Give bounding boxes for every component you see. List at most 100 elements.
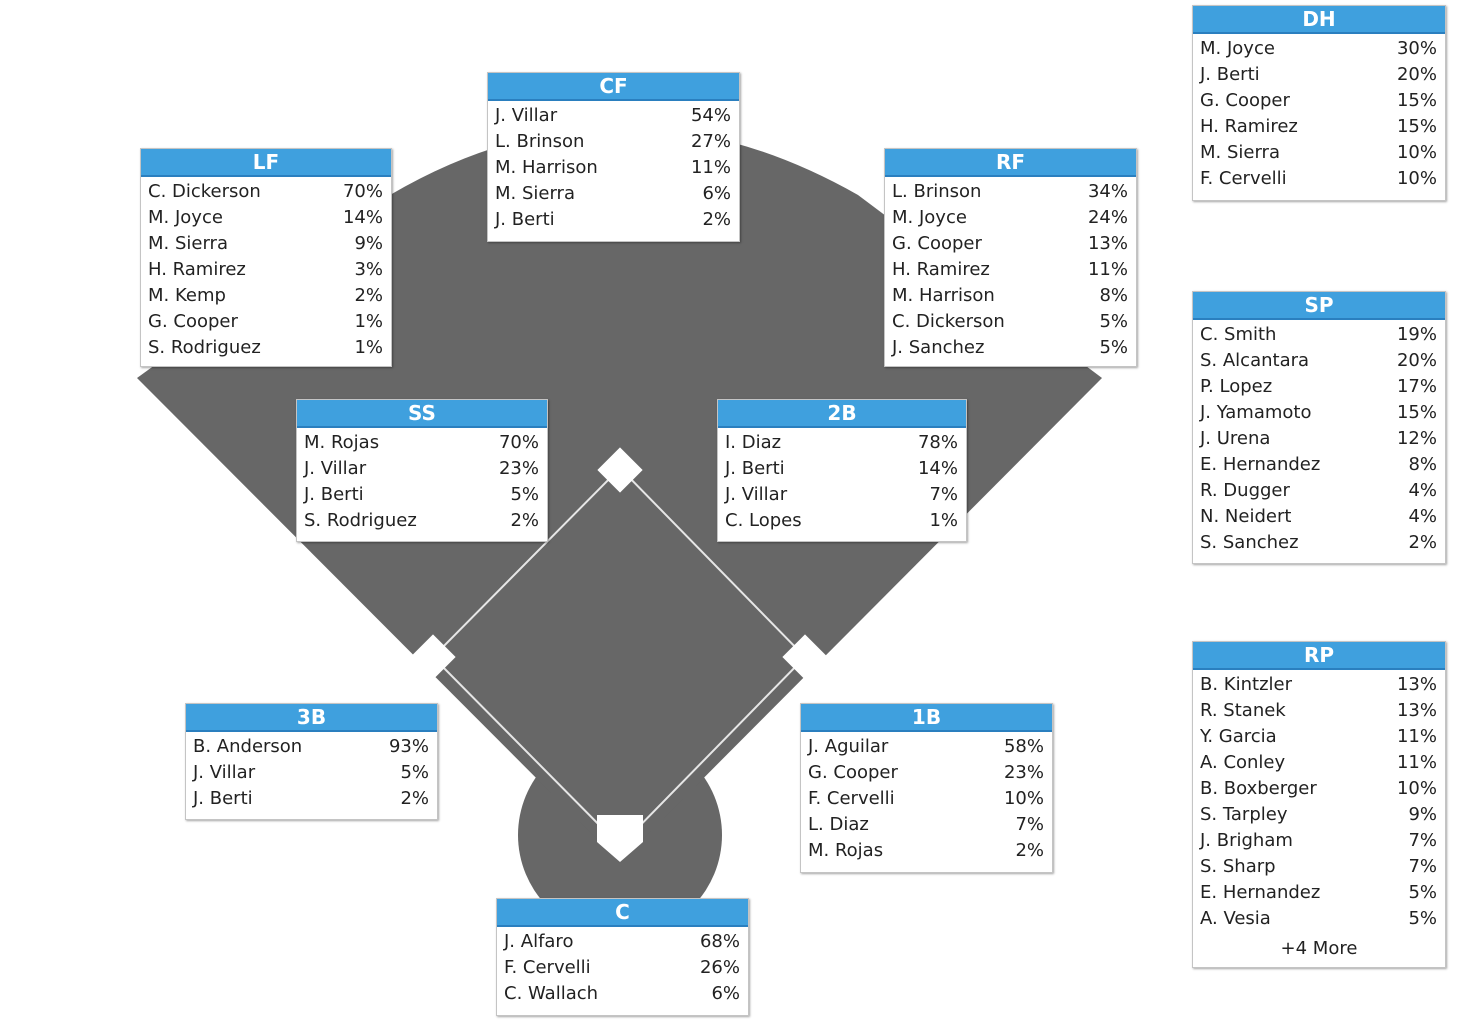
player-row: M. Sierra 9%	[148, 231, 383, 257]
position-title: RF	[885, 149, 1136, 177]
player-percentage: 11%	[1396, 752, 1437, 773]
player-name: F. Cervelli	[808, 788, 895, 809]
player-list: M. Rojas 70% J. Villar 23% J. Berti 5% S. Rodr…	[297, 428, 547, 538]
player-percentage: 13%	[1396, 674, 1437, 695]
player-percentage: 7%	[1015, 814, 1044, 835]
player-name: J. Villar	[725, 484, 788, 505]
player-list: I. Diaz 78% J. Berti 14% J. Villar 7% C. Lopes…	[718, 428, 966, 538]
player-percentage: 27%	[690, 131, 731, 152]
player-percentage: 5%	[1408, 882, 1437, 903]
position-title: LF	[141, 149, 391, 177]
player-name: J. Yamamoto	[1200, 402, 1312, 423]
player-list: C. Smith 19% S. Alcantara 20% P. Lopez 17% J. …	[1193, 320, 1445, 560]
player-name: R. Stanek	[1200, 700, 1286, 721]
player-percentage: 5%	[400, 762, 429, 783]
player-row: M. Sierra 6%	[495, 181, 731, 207]
player-row: Y. Garcia 11%	[1200, 724, 1437, 750]
player-percentage: 4%	[1408, 506, 1437, 527]
player-percentage: 13%	[1396, 700, 1437, 721]
player-row: I. Diaz 78%	[725, 430, 958, 456]
player-percentage: 3%	[354, 259, 383, 280]
player-row: M. Kemp 2%	[148, 283, 383, 309]
player-row: S. Tarpley 9%	[1200, 802, 1437, 828]
player-percentage: 2%	[1408, 532, 1437, 553]
player-row: M. Harrison 8%	[892, 283, 1128, 309]
player-percentage: 11%	[1087, 259, 1128, 280]
player-list: J. Villar 54% L. Brinson 27% M. Harrison 11% M…	[488, 101, 739, 237]
player-name: G. Cooper	[892, 233, 982, 254]
player-percentage: 2%	[510, 510, 539, 531]
player-row: B. Anderson 93%	[193, 734, 429, 760]
player-percentage: 2%	[1015, 840, 1044, 861]
position-title: RP	[1193, 642, 1445, 670]
player-percentage: 23%	[1003, 762, 1044, 783]
position-title: DH	[1193, 6, 1445, 34]
player-list: J. Alfaro 68% F. Cervelli 26% C. Wallach 6%	[497, 927, 748, 1011]
player-name: H. Ramirez	[892, 259, 990, 280]
player-row: J. Villar 5%	[193, 760, 429, 786]
player-row: R. Stanek 13%	[1200, 698, 1437, 724]
player-name: S. Rodriguez	[148, 337, 261, 358]
position-box-rp: RP B. Kintzler 13% R. Stanek 13% Y. Garcia 11…	[1192, 641, 1446, 968]
player-name: J. Berti	[495, 209, 555, 230]
player-name: G. Cooper	[808, 762, 898, 783]
player-row: A. Vesia 5%	[1200, 906, 1437, 932]
player-name: M. Harrison	[495, 157, 598, 178]
player-row: G. Cooper 23%	[808, 760, 1044, 786]
player-row: C. Smith 19%	[1200, 322, 1437, 348]
player-percentage: 8%	[1408, 454, 1437, 475]
player-row: J. Villar 23%	[304, 456, 539, 482]
player-row: J. Alfaro 68%	[504, 929, 740, 955]
player-row: H. Ramirez 3%	[148, 257, 383, 283]
position-title: CF	[488, 73, 739, 101]
player-name: J. Urena	[1200, 428, 1271, 449]
player-name: S. Tarpley	[1200, 804, 1288, 825]
player-percentage: 26%	[699, 957, 740, 978]
player-percentage: 10%	[1396, 168, 1437, 189]
player-percentage: 17%	[1396, 376, 1437, 397]
player-percentage: 13%	[1087, 233, 1128, 254]
player-row: M. Harrison 11%	[495, 155, 731, 181]
player-percentage: 58%	[1003, 736, 1044, 757]
player-name: J. Berti	[1200, 64, 1260, 85]
position-box-1b: 1B J. Aguilar 58% G. Cooper 23% F. Cervelli 1…	[800, 703, 1053, 873]
player-name: F. Cervelli	[1200, 168, 1287, 189]
player-row: L. Diaz 7%	[808, 812, 1044, 838]
position-title: C	[497, 899, 748, 927]
more-link[interactable]: +4 More	[1280, 938, 1358, 959]
player-name: P. Lopez	[1200, 376, 1273, 397]
player-row: M. Sierra 10%	[1200, 140, 1437, 166]
position-box-3b: 3B B. Anderson 93% J. Villar 5% J. Berti 2%	[185, 703, 438, 820]
player-name: Y. Garcia	[1200, 726, 1277, 747]
player-name: H. Ramirez	[1200, 116, 1298, 137]
home-plate	[597, 815, 643, 862]
player-row: J. Berti 2%	[495, 207, 731, 233]
player-percentage: 19%	[1396, 324, 1437, 345]
player-name: A. Conley	[1200, 752, 1286, 773]
player-name: G. Cooper	[1200, 90, 1290, 111]
player-name: J. Berti	[725, 458, 785, 479]
player-name: C. Smith	[1200, 324, 1277, 345]
player-row: S. Rodriguez 1%	[148, 335, 383, 361]
player-percentage: 5%	[1099, 311, 1128, 332]
player-name: J. Berti	[193, 788, 253, 809]
player-row: M. Joyce 24%	[892, 205, 1128, 231]
player-percentage: 30%	[1396, 38, 1437, 59]
player-row: J. Urena 12%	[1200, 426, 1437, 452]
player-name: L. Brinson	[495, 131, 585, 152]
player-list: J. Aguilar 58% G. Cooper 23% F. Cervelli 10% L…	[801, 732, 1052, 868]
player-percentage: 10%	[1003, 788, 1044, 809]
player-row: C. Wallach 6%	[504, 981, 740, 1007]
player-percentage: 7%	[929, 484, 958, 505]
player-row: S. Sharp 7%	[1200, 854, 1437, 880]
player-list: M. Joyce 30% J. Berti 20% G. Cooper 15% H. Ram…	[1193, 34, 1445, 196]
player-name: E. Hernandez	[1200, 454, 1321, 475]
player-percentage: 7%	[1408, 856, 1437, 877]
player-name: I. Diaz	[725, 432, 782, 453]
player-row: R. Dugger 4%	[1200, 478, 1437, 504]
position-title: SP	[1193, 292, 1445, 320]
player-name: M. Sierra	[495, 183, 575, 204]
player-percentage: 2%	[400, 788, 429, 809]
player-row: M. Joyce 14%	[148, 205, 383, 231]
player-percentage: 14%	[917, 458, 958, 479]
